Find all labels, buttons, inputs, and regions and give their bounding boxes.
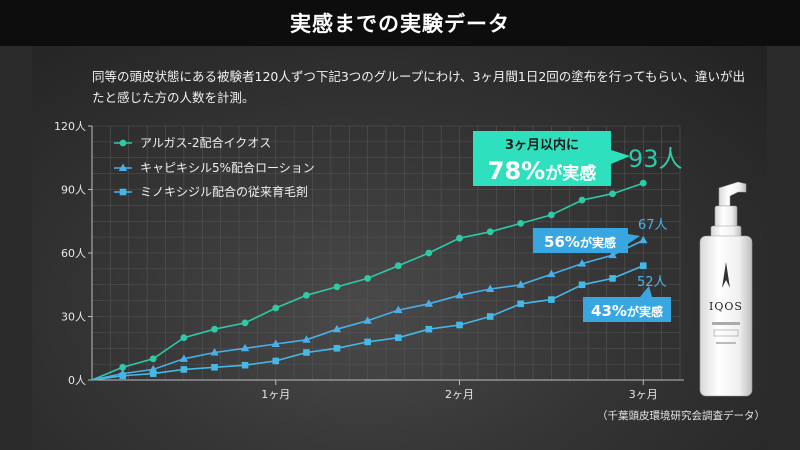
highlight-pointer (611, 150, 630, 164)
data-point-s2 (363, 316, 372, 324)
data-point-s1 (486, 228, 494, 236)
data-point-s3 (578, 281, 586, 289)
highlight-box (473, 131, 611, 186)
data-point-s3 (149, 370, 157, 377)
data-point-s2 (332, 324, 342, 333)
callout-pointer-2 (640, 286, 652, 297)
description-text: 同等の頭皮状態にある被験者120人ずつ下記3つのグループにわけ、3ヶ月間1日2回… (92, 69, 746, 105)
data-point-s2 (302, 335, 311, 343)
data-point-s3 (211, 364, 218, 371)
data-point-s3 (333, 344, 341, 352)
data-point-s2 (455, 290, 464, 299)
product-bottle-image: IQOS (699, 181, 753, 397)
data-point-s1 (241, 319, 249, 327)
data-point-s3 (548, 296, 555, 303)
data-point-s2 (547, 269, 556, 278)
data-point-s1 (425, 249, 433, 257)
callout-box-1 (533, 228, 628, 253)
legend-marker-3 (119, 188, 127, 196)
data-point-s3 (456, 321, 463, 329)
data-point-s1 (639, 179, 647, 187)
data-point-s3 (180, 366, 188, 373)
x-tick-label: 1ヶ月 (261, 388, 290, 401)
data-point-s2 (639, 235, 648, 244)
legend-marker-2 (118, 163, 128, 171)
highlight-line2: 78%が実感 (488, 157, 596, 185)
data-point-s1 (211, 325, 218, 333)
y-tick-label: 90人 (61, 184, 86, 197)
callout-box-2 (583, 297, 671, 322)
y-tick-label: 60人 (61, 247, 86, 260)
callout-text-2: 43%が実感 (591, 302, 663, 320)
page-title: 実感までの実験データ (290, 12, 510, 36)
end-label-93: 93人 (628, 145, 683, 173)
data-point-s1 (149, 355, 157, 363)
data-point-s3 (395, 334, 402, 341)
data-point-s1 (547, 211, 555, 219)
legend-label-1: アルガス-2配合イクオス (140, 135, 271, 150)
legend-marker-1 (119, 139, 127, 147)
data-point-s1 (333, 283, 341, 291)
end-label-67: 67人 (638, 218, 668, 233)
data-point-s2 (179, 354, 189, 362)
data-point-s1 (364, 275, 372, 282)
data-point-s2 (424, 299, 434, 307)
data-point-s3 (241, 361, 249, 369)
data-point-s1 (456, 234, 463, 242)
data-point-s2 (485, 284, 495, 292)
callout-pointer-1 (628, 234, 640, 244)
callout-text-1: 56%が実感 (544, 233, 616, 251)
y-tick-label: 120人 (54, 120, 86, 133)
x-tick-label: 3ヶ月 (629, 388, 658, 401)
data-point-s3 (303, 349, 310, 356)
data-point-s1 (394, 262, 402, 270)
data-point-s3 (639, 262, 647, 269)
legend-label-3: ミノキシジル配合の従来育毛剤 (140, 184, 308, 199)
data-point-s1 (303, 291, 310, 299)
data-point-s1 (517, 219, 525, 227)
data-point-s2 (516, 280, 525, 288)
data-point-s3 (425, 325, 433, 333)
y-tick-label: 0人 (68, 374, 86, 387)
data-point-s2 (394, 305, 403, 314)
data-point-s1 (180, 334, 188, 342)
data-point-s3 (517, 300, 524, 308)
source-note: （千葉頭皮環境研究会調査データ） (597, 410, 765, 422)
data-point-s2 (577, 259, 587, 267)
data-point-s3 (486, 313, 494, 320)
data-point-s1 (609, 190, 616, 198)
title-banner: 実感までの実験データ (0, 0, 800, 46)
data-point-s3 (272, 357, 280, 365)
data-point-s1 (578, 196, 586, 204)
data-point-s2 (210, 347, 219, 356)
highlight-line1: 3ヶ月以内に (505, 137, 579, 153)
bottle-brand-text: IQOS (709, 300, 743, 313)
chart-panel (32, 46, 767, 450)
data-point-s2 (608, 250, 617, 259)
data-point-s1 (119, 363, 127, 371)
data-point-s2 (271, 339, 280, 348)
end-label-52: 52人 (637, 275, 667, 290)
data-point-s3 (119, 372, 126, 380)
data-point-s2 (240, 343, 250, 352)
y-tick-label: 30人 (61, 311, 86, 324)
data-point-s3 (609, 275, 616, 282)
data-point-s1 (272, 304, 280, 312)
x-tick-label: 2ヶ月 (445, 388, 474, 401)
legend-label-2: キャピキシル5%配合ローション (140, 160, 315, 175)
data-point-s3 (364, 338, 371, 346)
